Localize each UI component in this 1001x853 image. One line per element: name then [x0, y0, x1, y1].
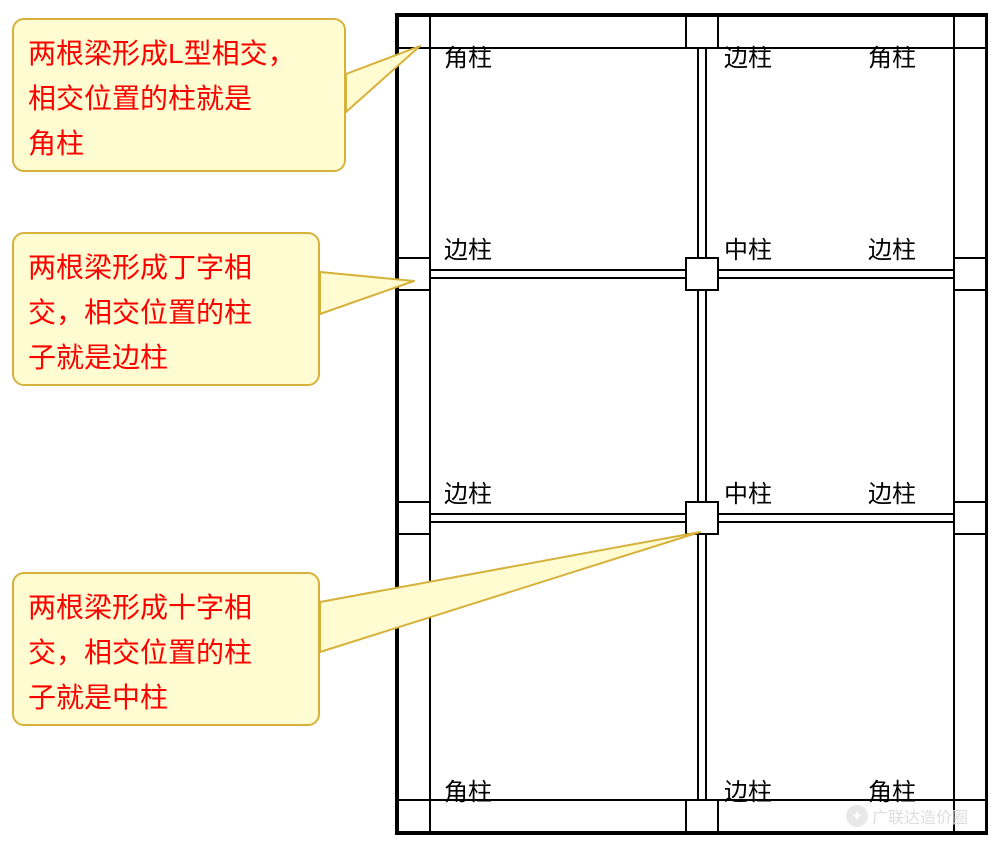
callout-line: 交，相交位置的柱 [28, 291, 304, 336]
column-label: 边柱 [724, 38, 772, 73]
column-label: 边柱 [444, 230, 492, 265]
callout-edge-column: 两根梁形成丁字相 交，相交位置的柱 子就是边柱 [12, 232, 320, 386]
callout-line: 子就是边柱 [28, 336, 304, 381]
callout-center-column: 两根梁形成十字相 交，相交位置的柱 子就是中柱 [12, 572, 320, 726]
watermark: ✦ 广联达造价圈 [846, 804, 968, 828]
callout-line: 两根梁形成L型相交， [28, 32, 330, 77]
wechat-icon: ✦ [846, 805, 868, 827]
column-label: 边柱 [444, 474, 492, 509]
column-label: 边柱 [724, 772, 772, 807]
diagram-canvas: 两根梁形成L型相交， 相交位置的柱就是 角柱 两根梁形成丁字相 交，相交位置的柱… [0, 0, 1001, 853]
column-label: 角柱 [444, 38, 492, 73]
column-label: 角柱 [868, 772, 916, 807]
callout-line: 子就是中柱 [28, 676, 304, 721]
column-label: 角柱 [444, 772, 492, 807]
watermark-text: 广联达造价圈 [872, 804, 968, 828]
callout-line: 两根梁形成丁字相 [28, 246, 304, 291]
column-label: 中柱 [724, 230, 772, 265]
callout-line: 相交位置的柱就是 [28, 77, 330, 122]
callout-line: 角柱 [28, 122, 330, 167]
column-label: 边柱 [868, 230, 916, 265]
column-label: 边柱 [868, 474, 916, 509]
column-label: 中柱 [724, 474, 772, 509]
callout-corner-column: 两根梁形成L型相交， 相交位置的柱就是 角柱 [12, 18, 346, 172]
column-label: 角柱 [868, 38, 916, 73]
callout-line: 交，相交位置的柱 [28, 631, 304, 676]
callout-line: 两根梁形成十字相 [28, 586, 304, 631]
